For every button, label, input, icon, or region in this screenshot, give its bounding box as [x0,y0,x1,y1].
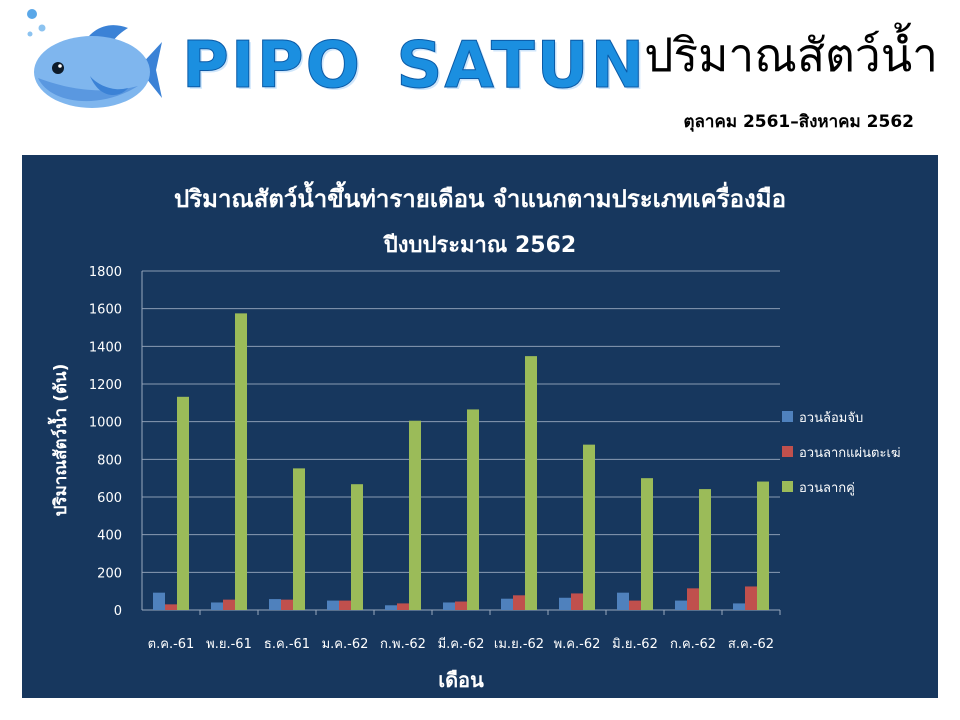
bar [687,588,699,610]
brand-title: PIPO SATUN [181,29,647,103]
y-axis-label: ปริมาณสัตว์น้ำ (ตัน) [47,364,71,517]
y-tick-label: 1600 [89,303,122,318]
chart-subtitle: ปีงบประมาณ 2562 [383,233,577,258]
bar [153,592,165,610]
y-tick-label: 1800 [89,265,122,280]
bar [617,592,629,610]
legend-label: อวนลากคู่ [799,481,855,496]
bar [455,601,467,610]
bar [629,600,641,610]
legend-label: อวนลากแผ่นตะเฆ่ [799,446,901,461]
bar [385,605,397,610]
y-tick-label: 1200 [89,378,122,393]
y-tick-label: 1400 [89,340,122,355]
chart-title: ปริมาณสัตว์น้ำขึ้นท่ารายเดือน จำแนกตามปร… [174,180,786,213]
bar [235,313,247,610]
bar [675,600,687,610]
page-subtitle: ตุลาคม 2561–สิงหาคม 2562 [683,112,914,132]
bar [211,602,223,610]
bar-chart: ปริมาณสัตว์น้ำขึ้นท่ารายเดือน จำแนกตามปร… [47,180,901,692]
bar [293,468,305,610]
legend-swatch [782,446,793,457]
page-title: ปริมาณสัตว์น้ำ [644,28,938,82]
bar [525,356,537,610]
y-tick-label: 0 [114,604,122,619]
x-tick-label: ก.พ.-62 [380,637,426,652]
bar [409,420,421,610]
x-tick-label: มิ.ย.-62 [612,637,658,652]
bar [177,396,189,610]
x-tick-label: มี.ค.-62 [438,636,485,652]
x-tick-label: ธ.ค.-61 [264,637,310,652]
x-tick-label: เม.ย.-62 [494,637,544,652]
bar [165,604,177,610]
bar [281,599,293,610]
bar [641,478,653,610]
x-tick-label: พ.ค.-62 [554,637,601,652]
y-tick-label: 400 [97,529,122,544]
y-tick-label: 1000 [89,416,122,431]
y-tick-label: 600 [97,491,122,506]
y-tick-label: 200 [97,566,122,581]
bar [745,586,757,610]
bar [757,481,769,610]
bar [443,602,455,610]
x-tick-label: ต.ค.-61 [148,637,195,652]
bar [397,603,409,610]
bar [327,600,339,610]
x-tick-label: ส.ค.-62 [728,637,774,652]
legend-swatch [782,481,793,492]
chart-panel: ปริมาณสัตว์น้ำขึ้นท่ารายเดือน จำแนกตามปร… [22,155,938,698]
bar [351,484,363,610]
bar [583,444,595,610]
bar [513,595,525,610]
fish-logo-icon [27,9,162,108]
y-tick-label: 800 [97,453,122,468]
bar [733,603,745,610]
x-tick-label: ก.ค.-62 [670,637,716,652]
x-tick-label: พ.ย.-61 [206,637,252,652]
legend-label: อวนล้อมจับ [799,411,863,426]
bar [223,599,235,610]
bar [559,597,571,610]
bar [571,593,583,610]
bar [269,599,281,610]
legend-swatch [782,411,793,422]
bar [339,600,351,610]
bar [699,489,711,610]
bar [501,598,513,610]
bar [467,409,479,610]
x-axis-label: เดือน [438,668,484,692]
x-tick-label: ม.ค.-62 [322,637,369,652]
